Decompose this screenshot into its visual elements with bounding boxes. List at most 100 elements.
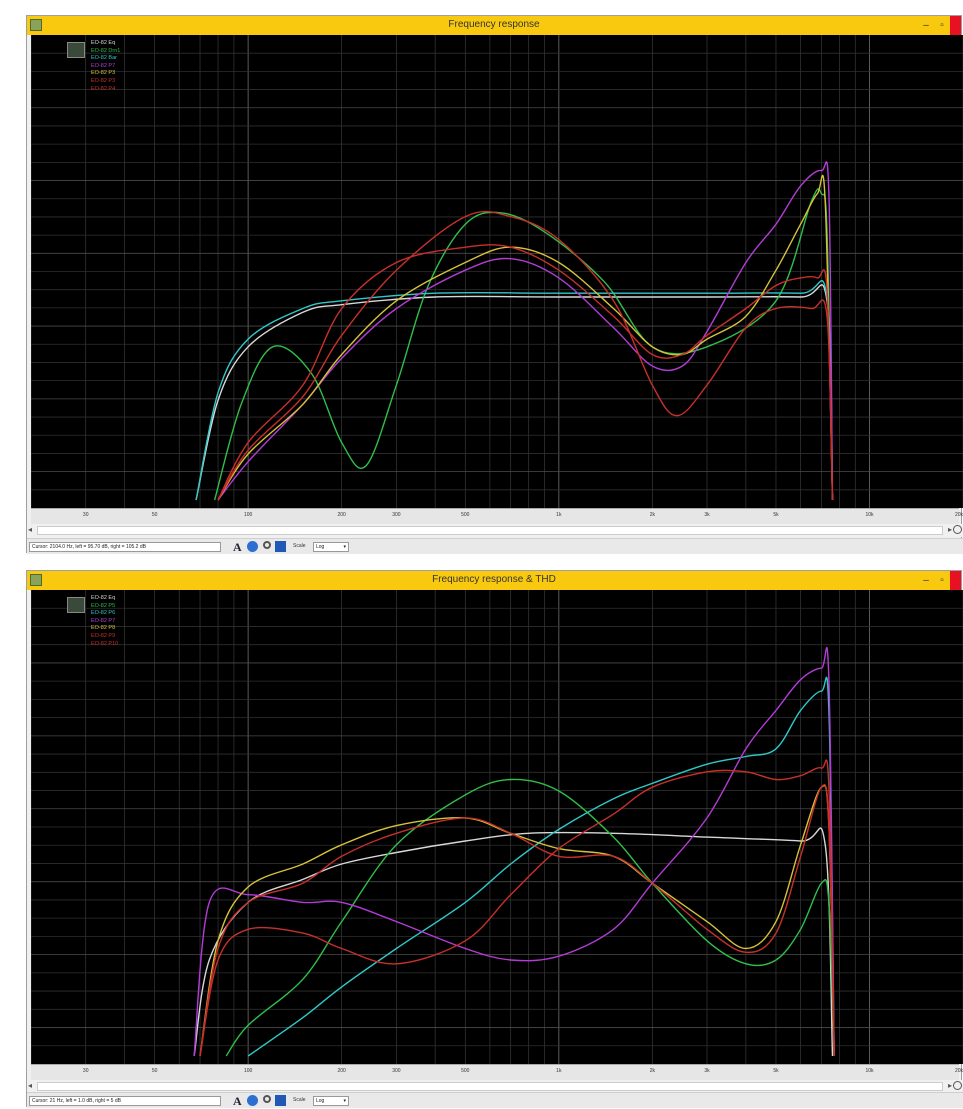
series-line-3 bbox=[193, 647, 835, 1057]
series-line-5 bbox=[199, 784, 835, 1057]
legend-entry[interactable]: EO-82 P6 bbox=[91, 610, 116, 617]
legend-entry[interactable]: EO-82 Eq bbox=[91, 40, 116, 46]
x-tick-label: 3k bbox=[704, 512, 710, 518]
frequency-response-chart bbox=[31, 35, 963, 508]
search-icon[interactable] bbox=[263, 541, 271, 549]
chart-plot-area[interactable]: EO-82 Eq EO-82 Drn1 EO-82 Bar EO-82 P7 EO-82… bbox=[31, 35, 963, 508]
restore-button[interactable]: ▫ bbox=[940, 575, 944, 586]
window-titlebar[interactable]: Frequency response & THD – ▫ bbox=[27, 571, 961, 590]
series-line-2 bbox=[247, 676, 835, 1057]
series-line-6 bbox=[217, 210, 834, 501]
legend-toggle-icon[interactable] bbox=[67, 597, 85, 613]
chevron-down-icon: ▾ bbox=[343, 544, 346, 550]
x-axis: 30 50 100 200 300 500 1k 2k 3k 5k 10k 20k bbox=[31, 508, 963, 524]
x-tick-label: 1k bbox=[556, 1068, 562, 1074]
frequency-response-thd-window: Frequency response & THD – ▫ EO-82 Eq EO-… bbox=[26, 570, 963, 1108]
save-icon[interactable] bbox=[275, 1095, 286, 1106]
x-tick-label: 500 bbox=[461, 512, 470, 518]
x-tick-label: 100 bbox=[243, 512, 253, 518]
zoom-icon[interactable] bbox=[953, 1081, 962, 1090]
cursor-readout: Cursor: 2104.0 Hz, left = 95.70 dB, righ… bbox=[29, 542, 221, 552]
frequency-response-thd-chart bbox=[31, 590, 963, 1064]
scroll-left-icon[interactable]: ◂ bbox=[28, 525, 33, 534]
window-titlebar[interactable]: Frequency response – ▫ bbox=[27, 16, 961, 35]
x-tick-label: 3k bbox=[704, 1068, 710, 1074]
series-line-6 bbox=[199, 759, 835, 1057]
x-tick-label: 30 bbox=[82, 512, 89, 518]
x-axis: 30 50 100 200 300 500 1k 2k 3k 5k 10k 20k bbox=[31, 1064, 963, 1080]
legend-entry[interactable]: EO-82 P9 bbox=[91, 632, 116, 639]
legend-entry[interactable]: EO-82 P7 bbox=[91, 62, 116, 69]
search-icon[interactable] bbox=[263, 1095, 271, 1103]
frequency-response-window: Frequency response – ▫ EO-82 Eq EO-82 Drn… bbox=[26, 15, 963, 554]
settings-icon[interactable] bbox=[247, 541, 258, 552]
x-tick-label: 5k bbox=[773, 1068, 779, 1074]
legend-entry[interactable]: EO-82 P3 bbox=[91, 70, 116, 77]
legend-entry[interactable]: EO-82 P10 bbox=[91, 640, 119, 647]
series-line-4 bbox=[199, 784, 835, 1057]
series-line-1 bbox=[213, 188, 834, 501]
horizontal-scrollbar[interactable]: ◂ ▸ bbox=[27, 1080, 963, 1093]
x-tick-label: 2k bbox=[649, 1068, 655, 1074]
font-button[interactable]: A bbox=[233, 1094, 242, 1108]
minimize-button[interactable]: – bbox=[923, 20, 929, 31]
scale-select-value: Log bbox=[316, 544, 325, 550]
x-tick-label: 20k bbox=[954, 512, 963, 518]
x-tick-label: 10k bbox=[865, 512, 874, 518]
scale-label: Scale bbox=[293, 543, 306, 549]
legend-entry[interactable]: EO-82 Eq bbox=[91, 595, 116, 601]
legend-entry[interactable]: EO-82 Drn1 bbox=[91, 47, 121, 54]
series-line-3 bbox=[217, 161, 834, 501]
font-button[interactable]: A bbox=[233, 540, 242, 554]
x-tick-label: 300 bbox=[392, 512, 401, 518]
scale-select[interactable]: Log ▾ bbox=[313, 1096, 349, 1106]
scale-select-value: Log bbox=[316, 1098, 325, 1104]
scroll-right-icon[interactable]: ▸ bbox=[947, 1081, 952, 1090]
x-tick-label: 100 bbox=[243, 1068, 253, 1074]
close-button[interactable] bbox=[950, 16, 961, 35]
legend-entry[interactable]: EO-82 Bar bbox=[91, 55, 117, 62]
zoom-icon[interactable] bbox=[953, 525, 962, 534]
series-line-2 bbox=[195, 280, 834, 501]
scroll-track[interactable] bbox=[37, 1082, 943, 1091]
settings-icon[interactable] bbox=[247, 1095, 258, 1106]
legend-entry[interactable]: EO-82 P7 bbox=[91, 617, 116, 624]
cursor-readout: Cursor: 21 Hz, left = 1.0 dB, right = 5 … bbox=[29, 1096, 221, 1106]
legend-toggle-icon[interactable] bbox=[67, 42, 85, 58]
scroll-track[interactable] bbox=[37, 526, 943, 535]
grid bbox=[31, 35, 963, 508]
series-line-1 bbox=[225, 778, 835, 1057]
minimize-button[interactable]: – bbox=[923, 575, 929, 586]
app-icon bbox=[30, 19, 42, 31]
x-tick-label: 20k bbox=[954, 1068, 963, 1074]
legend-entry[interactable]: EO-82 P8 bbox=[91, 625, 116, 632]
x-tick-label: 200 bbox=[337, 512, 346, 518]
scroll-right-icon[interactable]: ▸ bbox=[947, 525, 952, 534]
legend-entry[interactable]: EO-82 P3 bbox=[91, 77, 116, 84]
x-tick-label: 500 bbox=[461, 1068, 470, 1074]
close-button[interactable] bbox=[950, 571, 961, 590]
x-tick-label: 10k bbox=[865, 1068, 874, 1074]
series-line-4 bbox=[217, 174, 834, 501]
chart-plot-area[interactable]: EO-82 Eq EO-82 P5 EO-82 P6 EO-82 P7 EO-82 P8… bbox=[31, 590, 963, 1064]
x-tick-label: 1k bbox=[556, 512, 562, 518]
save-icon[interactable] bbox=[275, 541, 286, 552]
scroll-left-icon[interactable]: ◂ bbox=[28, 1081, 33, 1090]
restore-button[interactable]: ▫ bbox=[940, 20, 944, 31]
legend-entry[interactable]: EO-82 P5 bbox=[91, 602, 116, 609]
scale-select[interactable]: Log ▾ bbox=[313, 542, 349, 552]
x-tick-label: 50 bbox=[151, 512, 158, 518]
x-tick-label: 50 bbox=[151, 1068, 158, 1074]
status-bar: Cursor: 2104.0 Hz, left = 95.70 dB, righ… bbox=[27, 538, 963, 554]
window-title: Frequency response & THD bbox=[432, 574, 556, 585]
x-tick-label: 300 bbox=[392, 1068, 401, 1074]
chevron-down-icon: ▾ bbox=[343, 1098, 346, 1104]
x-tick-label: 200 bbox=[337, 1068, 346, 1074]
grid bbox=[31, 590, 963, 1064]
series-line-0 bbox=[195, 284, 834, 501]
horizontal-scrollbar[interactable]: ◂ ▸ bbox=[27, 524, 963, 537]
x-tick-label: 5k bbox=[773, 512, 779, 518]
scale-label: Scale bbox=[293, 1097, 306, 1103]
legend-entry[interactable]: EO-82 P4 bbox=[91, 85, 116, 92]
app-icon bbox=[30, 574, 42, 586]
